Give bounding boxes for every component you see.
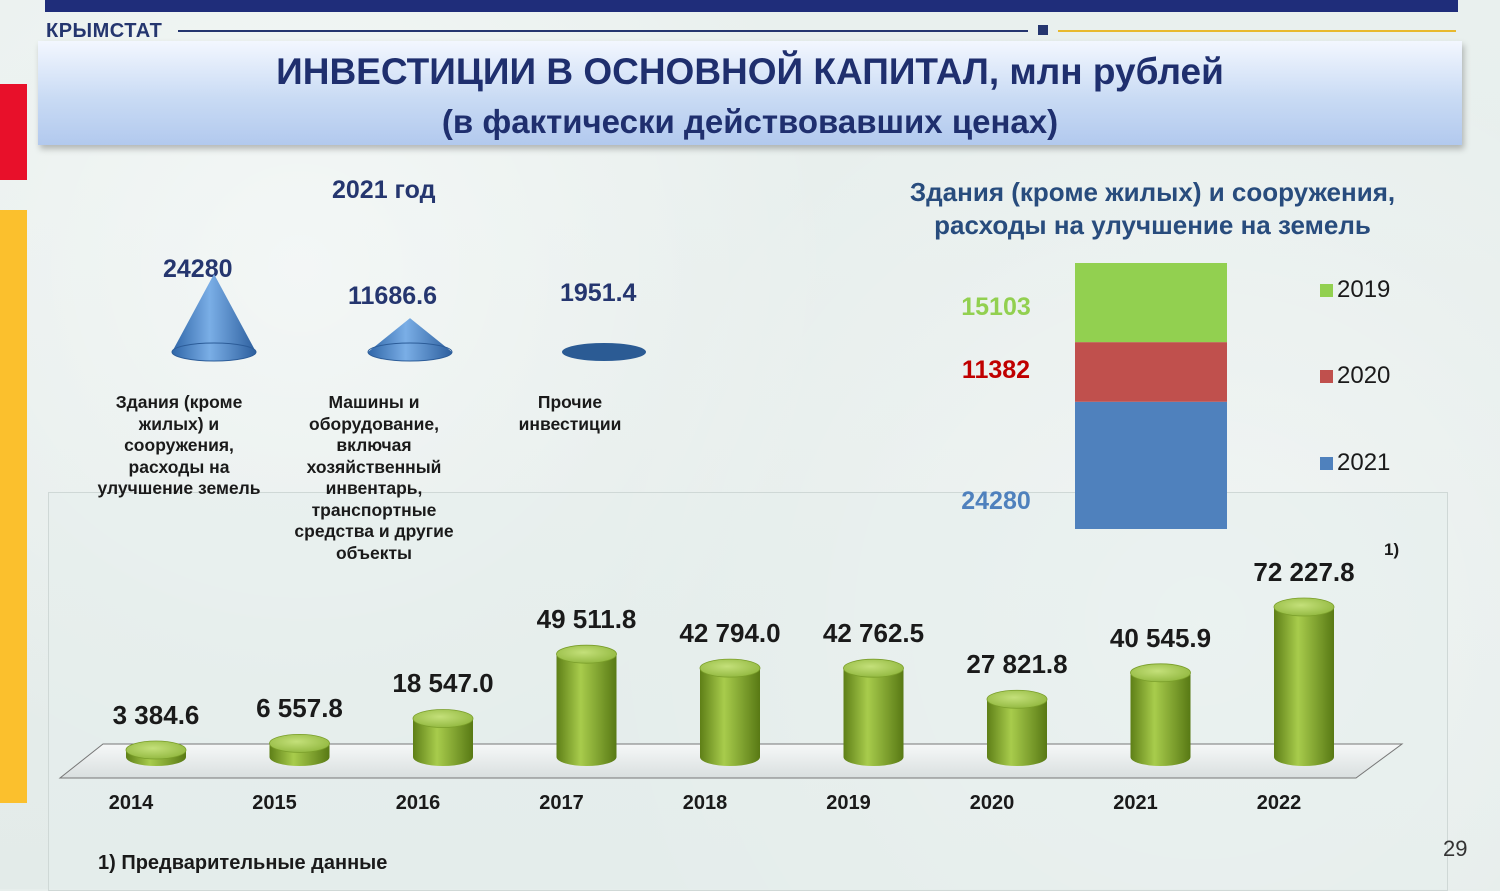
cone-value-2: 11686.6 xyxy=(348,282,437,310)
bar-2022 xyxy=(1273,597,1335,766)
bar-2021 xyxy=(1130,663,1191,766)
legend-label-2019: 2019 xyxy=(1337,276,1391,303)
bar-2016 xyxy=(412,709,474,766)
footnote-marker: 1) xyxy=(1384,540,1400,559)
cone-2 xyxy=(367,318,453,362)
legend-label-2020: 2020 xyxy=(1337,362,1391,389)
top-bar xyxy=(45,0,1458,12)
cone-value-1: 24280 xyxy=(163,255,233,283)
cone-chart xyxy=(171,274,646,362)
cone-section-title: 2021 год xyxy=(332,176,436,204)
bar-year-2018: 2018 xyxy=(682,792,728,814)
bar-2015 xyxy=(269,733,330,766)
stack-segment-2019 xyxy=(1075,263,1227,343)
cone-label-3: Прочие инвестиции xyxy=(518,392,622,434)
legend-item-2021: 2021 xyxy=(1320,449,1390,477)
bar-value-2016: 18 547.0 xyxy=(392,668,494,699)
header-rule-square xyxy=(1038,25,1048,35)
bar-year-2021: 2021 xyxy=(1113,792,1158,814)
page-title: ИНВЕСТИЦИИ В ОСНОВНОЙ КАПИТАЛ, млн рубле… xyxy=(276,51,1224,92)
footnote: 1) Предварительные данные xyxy=(98,852,388,874)
bar-value-2017: 49 511.8 xyxy=(536,604,637,635)
bar-year-2020: 2020 xyxy=(969,792,1015,814)
header-rule-gold xyxy=(1058,30,1456,32)
stack-value-2021: 24280 xyxy=(961,487,1031,515)
bar-2020 xyxy=(986,689,1048,766)
legend-swatch-2020 xyxy=(1320,369,1333,383)
side-accent-red xyxy=(0,84,27,180)
cone-1 xyxy=(171,274,257,362)
bar-value-2020: 27 821.8 xyxy=(966,649,1068,680)
bar-2014 xyxy=(125,740,187,766)
bar-value-2021: 40 545.9 xyxy=(1109,622,1212,653)
bar-year-2017: 2017 xyxy=(539,792,584,814)
cone-label-1: Здания (кроме жилых) и сооружения, расхо… xyxy=(97,392,261,498)
bar-2017 xyxy=(556,644,617,766)
bar-value-2014: 3 384.6 xyxy=(112,699,200,730)
page-subtitle: (в фактически действовавших ценах) xyxy=(441,103,1059,140)
bar-value-2015: 6 557.8 xyxy=(256,693,343,724)
cone-3 xyxy=(562,343,646,361)
bar-2018 xyxy=(699,658,761,766)
legend-item-2020: 2020 xyxy=(1320,362,1390,390)
stack-title-line1: Здания (кроме жилых) и сооружения, xyxy=(909,177,1396,207)
bar-value-2022: 72 227.8 xyxy=(1253,557,1355,587)
legend-swatch-2019 xyxy=(1320,283,1333,297)
brand-logo: КРЫМСТАТ xyxy=(46,20,163,42)
bar-year-2019: 2019 xyxy=(826,792,871,814)
page-number: 29 xyxy=(1443,836,1468,861)
stack-segment-2021 xyxy=(1075,401,1227,529)
bar-value-2018: 42 794.0 xyxy=(679,618,781,649)
stack-segment-2020 xyxy=(1075,342,1227,402)
bar-year-2015: 2015 xyxy=(252,792,297,814)
bar-year-2022: 2022 xyxy=(1256,792,1302,814)
cone-label-2: Машины и оборудование, включая хозяйстве… xyxy=(294,392,454,563)
cone-value-3: 1951.4 xyxy=(560,279,637,307)
stack-value-2019: 15103 xyxy=(961,292,1031,321)
bar-2019 xyxy=(843,658,904,766)
stack-value-2020: 11382 xyxy=(961,355,1031,384)
side-accent-yellow xyxy=(0,210,27,803)
header-rule xyxy=(178,30,1028,32)
stack-title-line2: расходы на улучшение на земель xyxy=(934,210,1371,240)
bar-year-2016: 2016 xyxy=(395,792,441,814)
bar-value-2019: 42 762.5 xyxy=(822,618,925,649)
legend-label-2021: 2021 xyxy=(1337,449,1391,476)
legend-item-2019: 2019 xyxy=(1320,276,1390,304)
stack-section-title: Здания (кроме жилых) и сооружения, расхо… xyxy=(870,176,1435,242)
legend-swatch-2021 xyxy=(1320,456,1333,470)
title-banner: ИНВЕСТИЦИИ В ОСНОВНОЙ КАПИТАЛ, млн рубле… xyxy=(38,41,1462,145)
bar-year-2014: 2014 xyxy=(108,792,154,814)
